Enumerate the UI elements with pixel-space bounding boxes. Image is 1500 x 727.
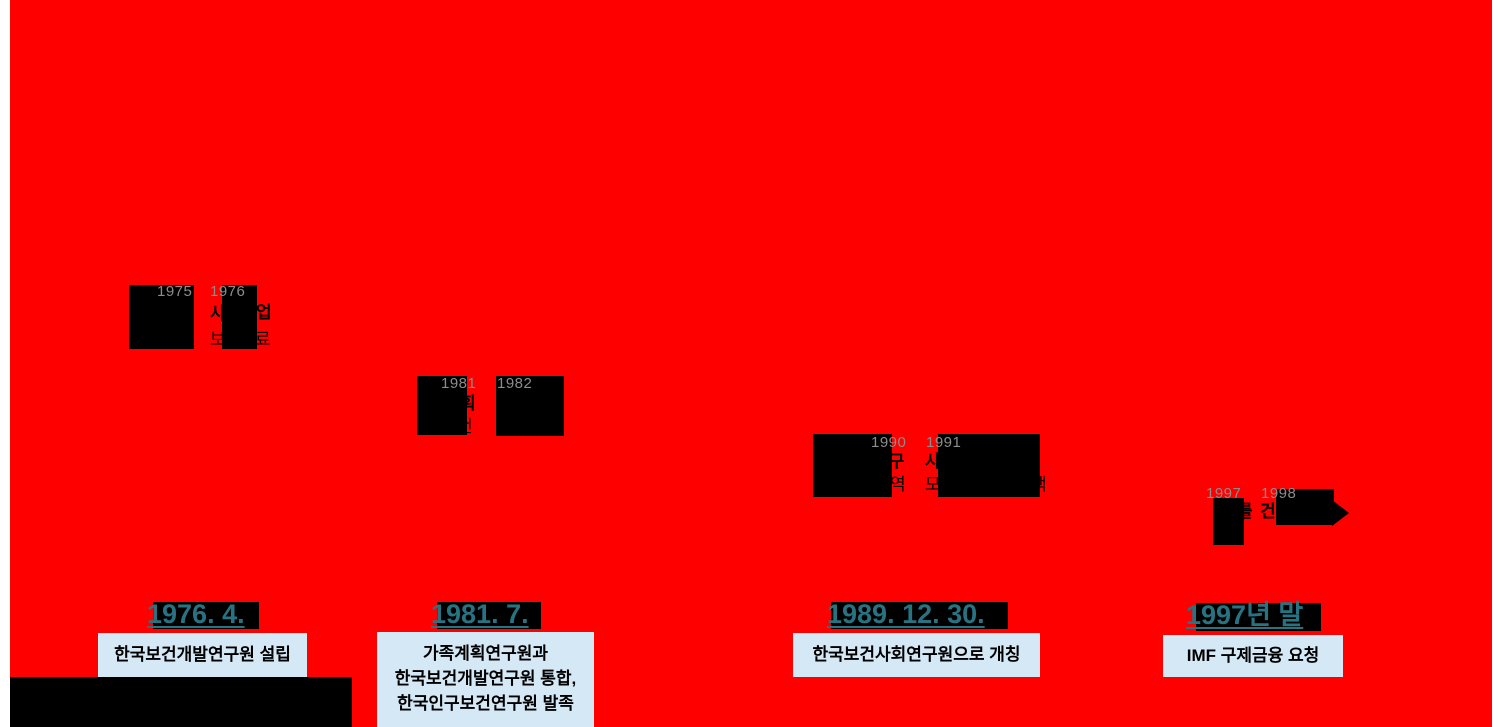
milestone-description: IMF 구제금융 요청 [1186,646,1320,665]
redacted-photo-box [938,434,1040,497]
year-label: 1981 [441,375,477,392]
milestone-date: 1981. 7. [431,599,529,629]
redacted-photo-box [1276,489,1334,525]
year-label: 1982 [497,375,533,392]
year-label: 1997 [1206,485,1242,502]
milestone-date: 1989. 12. 30. [827,599,985,629]
caption-fragment: 구 [889,452,905,471]
caption-fragment: 사 [210,304,226,323]
caption-fragment: 업 [256,303,272,322]
date-highlight [1196,603,1321,631]
caption-fragment: 원 [550,419,566,438]
caption-fragment: 료 [255,330,271,349]
caption-fragment: 역 [890,475,906,494]
redacted-photo-box [129,285,194,349]
date-highlight [831,602,1008,629]
timeline-arrow-icon [1332,500,1349,526]
milestone-description: 가족계획연구원과 [422,644,549,663]
caption-fragment: 를 [1237,502,1253,521]
milestone-info-box: 한국보건사회연구원으로 개칭 [793,633,1040,677]
milestone-description: 한국보건사회연구원으로 개칭 [812,645,1021,664]
redacted-photo-box [496,376,564,436]
redacted-photo-box [1213,498,1244,545]
caption-fragment: 책 [1031,475,1047,494]
year-label: 1990 [871,434,907,451]
year-label: 1991 [926,434,962,451]
year-label: 1976 [210,283,246,300]
redacted-photo-box [813,434,892,497]
milestone-description: 한국보건개발연구원 통합, [394,669,577,688]
date-highlight [437,602,541,629]
milestone-date: 1997년 말 [1186,600,1304,630]
milestone-info-box: 한국보건개발연구원 설립 [98,633,307,677]
caption-fragment: 사 [925,452,941,471]
caption-fragment: 건 [1260,502,1276,521]
milestone-info-box: 가족계획연구원과 한국보건개발연구원 통합, 한국인구보건연구원 발족 [377,632,594,727]
caption-fragment: 보 [210,330,226,349]
year-label: 1975 [157,283,193,300]
year-label: 1998 [1261,485,1297,502]
milestone-description: 한국인구보건연구원 발족 [397,694,574,713]
caption-fragment: 건 [457,417,473,436]
date-highlight [153,602,259,629]
milestone-info-box: IMF 구제금융 요청 [1163,635,1343,677]
redacted-photo-box [222,285,257,349]
milestone-date: 1976. 4. [147,599,245,629]
redaction-box-bottom [10,677,352,727]
redacted-photo-box [417,376,467,435]
caption-fragment: 모 [925,475,941,494]
caption-fragment: 획 [460,394,476,413]
milestone-description: 한국보건개발연구원 설립 [114,645,291,664]
